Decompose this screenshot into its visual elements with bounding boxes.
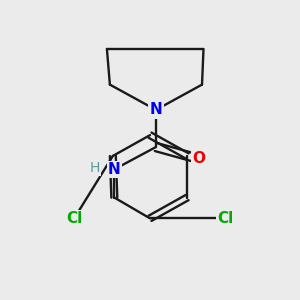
Text: Cl: Cl bbox=[218, 211, 234, 226]
Text: N: N bbox=[150, 102, 162, 117]
Text: O: O bbox=[193, 152, 206, 166]
Text: H: H bbox=[90, 161, 100, 175]
Text: Cl: Cl bbox=[66, 211, 82, 226]
Text: N: N bbox=[108, 162, 121, 177]
